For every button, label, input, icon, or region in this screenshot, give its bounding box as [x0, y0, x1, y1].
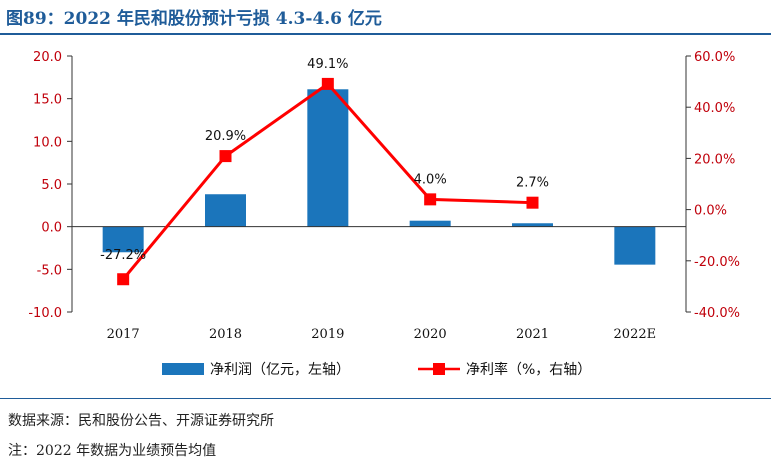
- x-tick-label: 2022E: [614, 327, 657, 342]
- bar: [614, 226, 656, 265]
- right-tick-label: -20.0%: [694, 255, 740, 270]
- footnote: 注：2022 年数据为业绩预告均值: [8, 443, 217, 459]
- right-tick-label: 60.0%: [694, 50, 735, 65]
- legend-bar-label: 净利润（亿元，左轴）: [210, 362, 350, 378]
- data-label: 49.1%: [307, 57, 348, 72]
- legend-line-marker: [433, 363, 445, 375]
- legend-line-label: 净利率（%，右轴）: [466, 361, 591, 378]
- bar-series: [102, 89, 656, 265]
- line-marker: [321, 77, 334, 90]
- line-marker: [117, 273, 130, 286]
- data-label: 4.0%: [414, 172, 447, 187]
- right-tick-label: 20.0%: [694, 152, 735, 167]
- left-tick-label: 5.0: [41, 178, 62, 193]
- bar: [512, 223, 553, 227]
- legend: 净利润（亿元，左轴） 净利率（%，右轴）: [162, 361, 591, 378]
- line-marker: [219, 150, 232, 163]
- line-marker: [424, 193, 437, 206]
- right-tick-label: 40.0%: [694, 101, 735, 116]
- x-tick-label: 2021: [516, 327, 549, 342]
- left-tick-label: -10.0: [28, 306, 62, 321]
- source-note: 数据来源：民和股份公告、开源证券研究所: [8, 413, 274, 429]
- left-axis: 20.0 15.0 10.0 5.0 0.0 -5.0 -10.0: [28, 50, 72, 321]
- title-divider: [0, 33, 771, 35]
- line-series: -27.2% 20.9% 49.1% 4.0% 2.7%: [100, 57, 549, 286]
- left-tick-label: 15.0: [33, 93, 62, 108]
- chart-title: 图89：2022 年民和股份预计亏损 4.3-4.6 亿元: [6, 9, 382, 29]
- x-tick-label: 2018: [209, 327, 242, 342]
- bar: [307, 89, 349, 227]
- x-axis: 2017 2018 2019 2020 2021 2022E: [107, 327, 657, 342]
- line-marker: [526, 196, 539, 209]
- right-tick-label: 0.0%: [694, 204, 727, 219]
- x-tick-label: 2017: [107, 327, 140, 342]
- right-axis: 60.0% 40.0% 20.0% 0.0% -20.0% -40.0%: [686, 50, 740, 321]
- right-tick-label: -40.0%: [694, 306, 740, 321]
- data-label: 2.7%: [516, 176, 549, 191]
- bar: [102, 226, 144, 253]
- legend-bar-swatch: [162, 363, 204, 375]
- bar: [409, 220, 451, 227]
- x-tick-label: 2019: [311, 327, 344, 342]
- bar: [205, 194, 246, 227]
- data-label: -27.2%: [100, 248, 146, 263]
- left-tick-label: 0.0: [41, 221, 62, 236]
- left-tick-label: 10.0: [33, 135, 62, 150]
- x-tick-label: 2020: [414, 327, 447, 342]
- left-tick-label: -5.0: [37, 263, 62, 278]
- data-label: 20.9%: [205, 129, 246, 144]
- chart-svg: 20.0 15.0 10.0 5.0 0.0 -5.0 -10.0 60.0% 40.0% 20…: [28, 50, 740, 378]
- left-tick-label: 20.0: [33, 50, 62, 65]
- footer-divider: [0, 398, 771, 399]
